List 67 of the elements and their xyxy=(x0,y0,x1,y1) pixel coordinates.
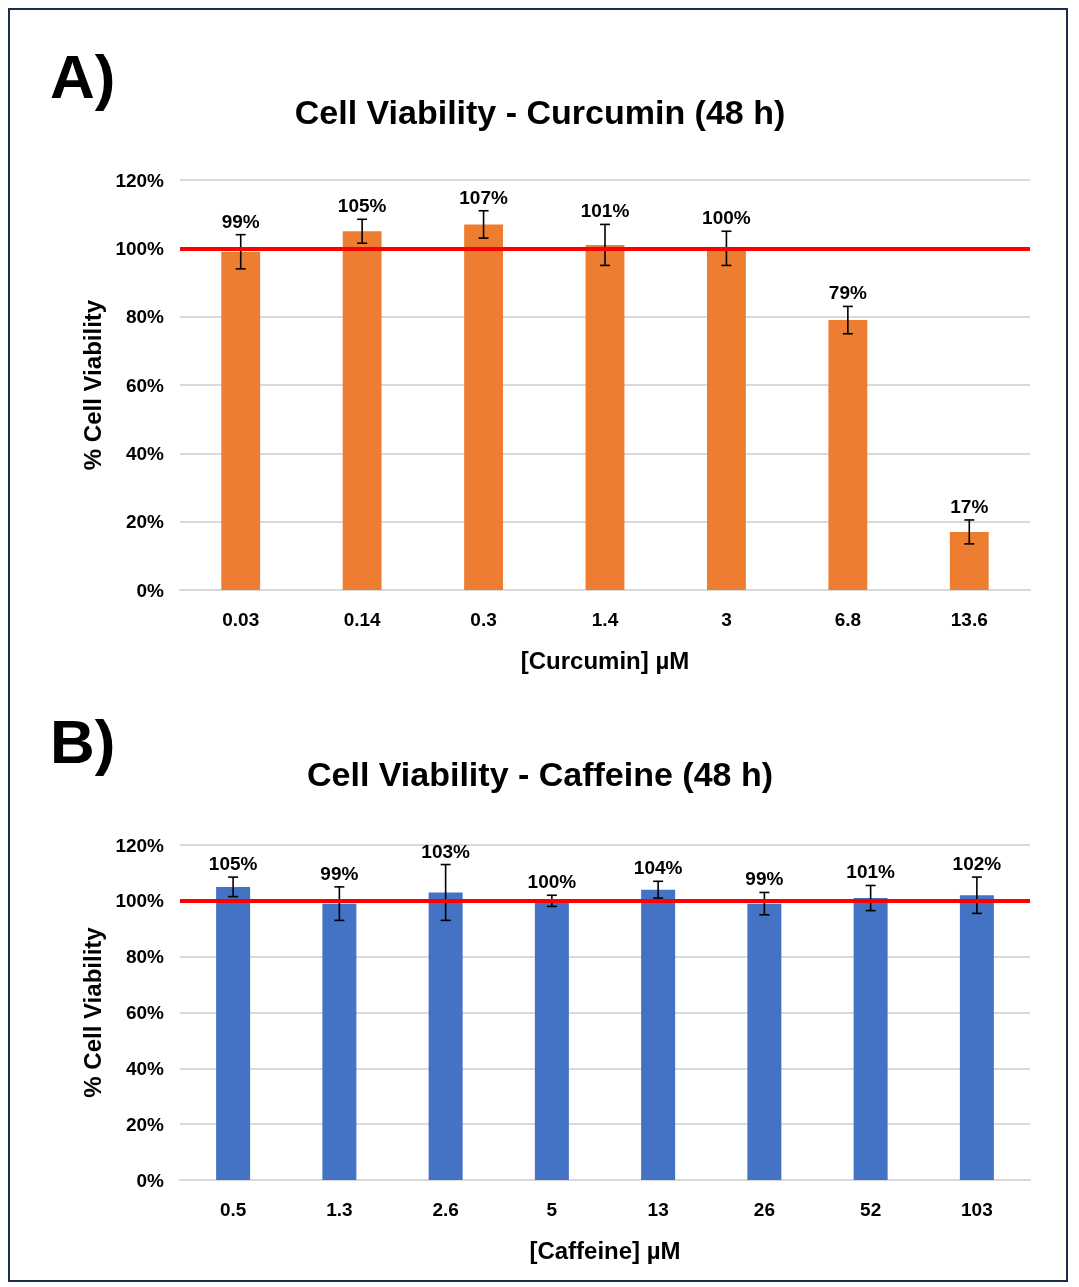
x-tick-label: 26 xyxy=(753,1199,775,1220)
y-tick-label: 120% xyxy=(115,834,165,856)
y-tick-label: 20% xyxy=(125,511,165,533)
y-tick-label: 60% xyxy=(125,374,165,396)
x-tick-label: 0.14 xyxy=(343,609,382,630)
data-label: 101% xyxy=(580,200,630,222)
data-label: 103% xyxy=(421,840,471,862)
y-axis-title: % Cell Viability xyxy=(79,299,107,471)
data-label: 79% xyxy=(828,282,867,304)
data-label: 104% xyxy=(633,857,683,879)
data-label: 101% xyxy=(846,861,896,883)
bar xyxy=(959,895,994,1180)
data-label: 99% xyxy=(221,210,260,232)
data-label: 105% xyxy=(337,195,387,217)
y-tick-label: 100% xyxy=(115,237,165,259)
y-tick-label: 120% xyxy=(115,169,165,191)
bar xyxy=(342,231,382,590)
bar xyxy=(641,889,676,1180)
x-tick-label: 103 xyxy=(961,1199,993,1220)
text: A) xyxy=(50,41,116,111)
x-tick-label: 1.3 xyxy=(326,1199,353,1220)
bar xyxy=(428,892,463,1180)
x-tick-label: 1.4 xyxy=(591,609,619,630)
x-tick-label: 2.6 xyxy=(432,1199,459,1220)
y-tick-label: 80% xyxy=(125,306,165,328)
y-tick-label: 20% xyxy=(125,1113,165,1135)
y-tick-label: 60% xyxy=(125,1002,165,1023)
bar xyxy=(464,224,503,590)
x-tick-label: 52 xyxy=(860,1199,882,1220)
x-tick-label: 0.03 xyxy=(222,609,260,630)
data-label: 100% xyxy=(702,207,751,229)
bar xyxy=(828,320,868,590)
data-label: 105% xyxy=(208,853,258,875)
data-label: 17% xyxy=(950,495,989,517)
data-label: 100% xyxy=(527,871,577,893)
bar xyxy=(949,531,989,590)
bar xyxy=(585,244,625,590)
data-label: 102% xyxy=(952,853,1002,875)
bar xyxy=(747,903,782,1180)
x-tick-label: 13.6 xyxy=(950,609,988,630)
data-label: 99% xyxy=(745,868,784,890)
text: B) xyxy=(50,706,116,776)
x-tick-label: 13 xyxy=(647,1199,669,1220)
x-tick-label: 0.5 xyxy=(219,1199,247,1220)
data-label: 99% xyxy=(320,862,359,884)
y-tick-label: 40% xyxy=(125,1057,165,1079)
y-tick-label: 0% xyxy=(136,579,165,601)
x-axis-title: [Caffeine] µM xyxy=(529,1236,681,1264)
bar xyxy=(221,251,261,590)
x-tick-label: 0.3 xyxy=(470,609,497,630)
x-axis-title: [Curcumin] µM xyxy=(520,646,690,674)
bar xyxy=(216,886,251,1180)
y-tick-label: 0% xyxy=(136,1169,165,1191)
bar xyxy=(707,248,746,590)
bar xyxy=(853,898,888,1180)
chart-title: Cell Viability - Curcumin (48 h) xyxy=(294,93,786,131)
y-tick-label: 100% xyxy=(115,890,165,912)
y-axis-title: % Cell Viability xyxy=(79,926,107,1098)
y-tick-label: 40% xyxy=(125,442,165,464)
chart-title: Cell Viability - Caffeine (48 h) xyxy=(306,755,774,793)
x-tick-label: 5 xyxy=(546,1199,558,1220)
bar xyxy=(534,900,569,1180)
x-tick-label: 6.8 xyxy=(834,609,862,630)
data-label: 107% xyxy=(459,186,508,208)
y-tick-label: 80% xyxy=(125,946,165,968)
x-tick-label: 3 xyxy=(721,609,732,630)
bar xyxy=(322,903,357,1180)
